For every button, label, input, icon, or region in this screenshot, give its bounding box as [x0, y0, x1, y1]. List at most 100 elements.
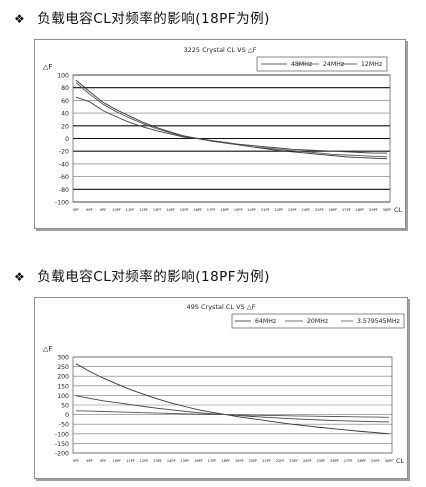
x-tick-label: 20PF: [247, 208, 256, 212]
y-tick-label: 40: [61, 111, 69, 118]
y-tick-label: -60: [59, 174, 69, 181]
legend-label: 64MHz: [255, 318, 276, 325]
x-tick-label: 19PF: [234, 208, 243, 212]
chart-3225-crystal: 3225 Crystal CL VS △F 48MHz 24MHz 12MHz △F CL…: [34, 39, 406, 229]
x-tick-label: 9PF: [100, 459, 107, 463]
y-tick-label: -100: [55, 431, 69, 438]
legend-box: [231, 313, 405, 329]
y-tick-label: -200: [55, 451, 69, 458]
y-tick-label: 80: [61, 85, 69, 92]
x-tick-label: 28PF: [356, 208, 365, 212]
x-tick-label: 5PF: [73, 459, 80, 463]
diamond-bullet-icon: ❖: [14, 270, 26, 284]
y-tick-label: -20: [59, 149, 69, 156]
y-tick-label: -80: [59, 187, 69, 194]
x-tick-label: 14PF: [166, 208, 175, 212]
section-heading-2: ❖ 负载电容CL对频率的影响(18PF为例): [14, 265, 270, 285]
x-tick-label: 15PF: [180, 208, 189, 212]
x-tick-label: 26PF: [329, 208, 338, 212]
x-tick-label: 29PF: [371, 459, 380, 463]
x-tick-label: 29PF: [369, 208, 378, 212]
x-tick-label: 30PF: [383, 208, 392, 212]
x-tick-label: 25PF: [317, 459, 326, 463]
x-tick-label: 25PF: [315, 208, 324, 212]
chart-title: 49S Crystal CL VS △F: [187, 303, 256, 311]
x-tick-label: 27PF: [344, 459, 353, 463]
y-tick-label: 50: [61, 403, 69, 410]
series-line-0: [75, 363, 390, 435]
x-tick-label: 18PF: [220, 208, 229, 212]
y-tick-label: 200: [57, 374, 69, 381]
x-tick-label: 23PF: [288, 208, 297, 212]
x-tick-label: 17PF: [207, 208, 216, 212]
y-tick-label: -50: [59, 422, 69, 429]
x-tick-label: 14PF: [167, 459, 176, 463]
x-tick-label: 24PF: [301, 208, 310, 212]
diamond-bullet-icon: ❖: [14, 12, 26, 26]
x-tick-label: 9PF: [100, 208, 107, 212]
y-tick-label: 150: [57, 383, 69, 390]
x-tick-label: 5PF: [73, 208, 80, 212]
legend-label: 48MHz: [291, 61, 312, 68]
legend-label: 24MHz: [323, 61, 344, 68]
x-tick-label: 28PF: [357, 459, 366, 463]
x-tick-label: 26PF: [330, 459, 339, 463]
x-tick-label: 22PF: [276, 459, 285, 463]
x-axis-label: CL: [394, 206, 403, 214]
series-line-1: [75, 395, 390, 423]
series-line-2: [75, 410, 390, 418]
y-tick-label: 100: [57, 393, 69, 400]
x-tick-label: 10PF: [112, 459, 121, 463]
y-tick-label: -40: [59, 161, 69, 168]
x-tick-label: 12PF: [139, 208, 148, 212]
x-tick-label: 21PF: [261, 208, 270, 212]
y-tick-label: 100: [57, 73, 69, 80]
y-axis-label: △F: [43, 345, 52, 353]
plot-area: [72, 356, 393, 454]
x-tick-label: 17PF: [208, 459, 217, 463]
plot-area: [72, 74, 391, 203]
x-axis-label: CL: [396, 457, 405, 465]
y-tick-label: 0: [65, 136, 69, 143]
y-tick-label: 250: [57, 364, 69, 371]
x-tick-label: 12PF: [140, 459, 149, 463]
y-tick-label: 20: [61, 123, 69, 130]
x-tick-label: 15PF: [180, 459, 189, 463]
x-tick-label: 10PF: [112, 208, 121, 212]
legend-label: 3.579545MHz: [357, 318, 400, 325]
legend-label: 20MHz: [307, 318, 328, 325]
section-heading-1: ❖ 负载电容CL对频率的影响(18PF为例): [14, 7, 270, 27]
x-tick-label: 27PF: [342, 208, 351, 212]
y-tick-label: 0: [65, 412, 69, 419]
x-tick-label: 16PF: [194, 459, 203, 463]
legend-label: 12MHz: [361, 61, 382, 68]
chart-49s-crystal: 49S Crystal CL VS △F 64MHz 20MHz 3.579545MH…: [34, 297, 408, 479]
y-tick-label: -150: [55, 441, 69, 448]
series-line-1: [75, 82, 388, 158]
x-tick-label: 13PF: [153, 208, 162, 212]
x-tick-label: 11PF: [126, 459, 135, 463]
x-tick-label: 18PF: [221, 459, 230, 463]
x-tick-label: 19PF: [235, 459, 244, 463]
x-tick-label: 21PF: [262, 459, 271, 463]
x-tick-label: 6PF: [86, 208, 93, 212]
y-tick-label: 300: [57, 355, 69, 362]
y-tick-label: 60: [61, 98, 69, 105]
y-tick-label: -100: [55, 200, 69, 207]
x-tick-label: 11PF: [126, 208, 135, 212]
chart-svg: 3225 Crystal CL VS △F 48MHz 24MHz 12MHz △F CL…: [43, 46, 403, 214]
x-tick-label: 22PF: [274, 208, 283, 212]
x-tick-label: 20PF: [249, 459, 258, 463]
x-tick-label: 30PF: [385, 459, 394, 463]
x-tick-label: 13PF: [153, 459, 162, 463]
chart-svg: 49S Crystal CL VS △F 64MHz 20MHz 3.579545MH…: [43, 303, 405, 465]
x-tick-label: 6PF: [86, 459, 93, 463]
x-tick-label: 16PF: [193, 208, 202, 212]
chart-title: 3225 Crystal CL VS △F: [183, 46, 256, 54]
x-tick-label: 24PF: [303, 459, 312, 463]
series-line-2: [75, 96, 387, 154]
y-axis-label: △F: [43, 63, 52, 71]
legend-box: [256, 56, 388, 72]
heading-text: 负载电容CL对频率的影响(18PF为例): [37, 269, 270, 285]
x-tick-label: 23PF: [289, 459, 298, 463]
